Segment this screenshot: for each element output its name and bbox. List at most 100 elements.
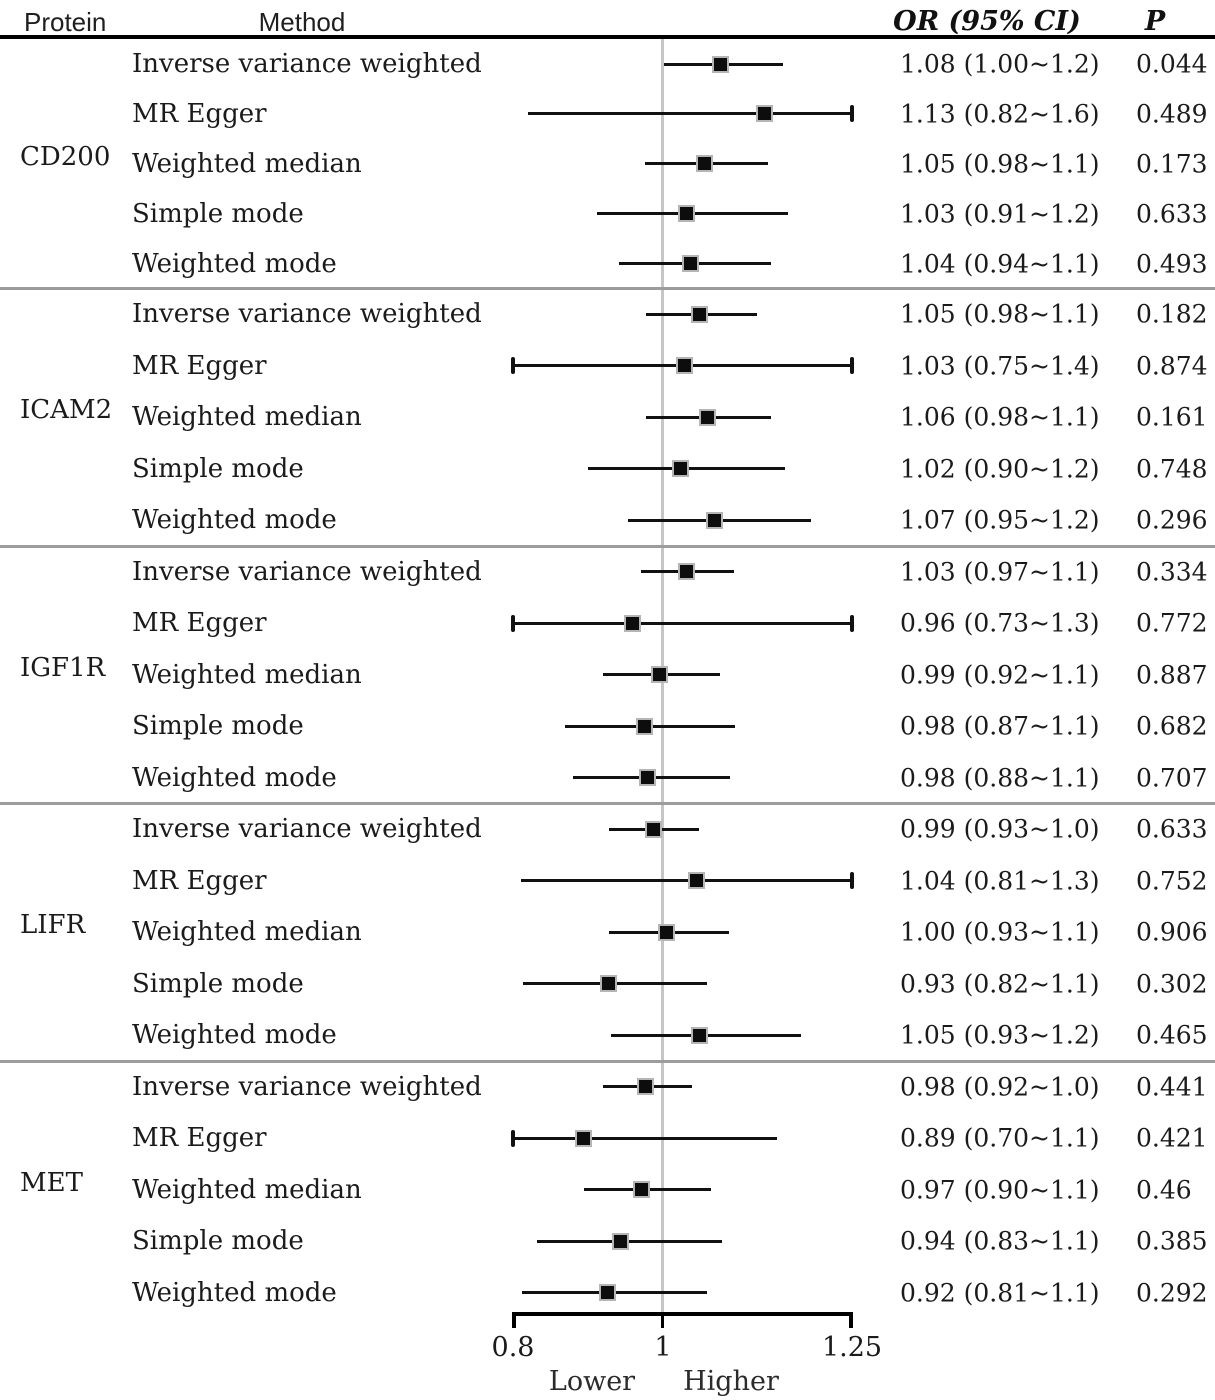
protein-label: MET [20,1167,83,1198]
x-axis-tick-label-max: 1.25 [821,1332,883,1363]
x-axis-center-tick [661,1312,664,1328]
p-value: 0.752 [1136,866,1208,896]
method-label: Weighted mode [132,505,337,536]
p-value: 0.441 [1136,1072,1208,1102]
p-value: 0.296 [1136,505,1208,535]
method-label: Simple mode [132,1226,304,1257]
method-label: Inverse variance weighted [132,1071,482,1102]
or-ci-value: 1.03 (0.91~1.2) [900,199,1100,229]
p-value: 0.292 [1136,1278,1208,1308]
method-label: Weighted median [132,1174,362,1205]
method-label: Weighted mode [132,762,337,793]
or-point-marker [695,155,713,173]
or-point-marker [638,769,656,787]
x-axis-line [512,1312,853,1316]
or-ci-value: 1.08 (1.00~1.2) [900,49,1100,79]
ci-interval-line [528,112,852,116]
or-point-marker [636,717,654,735]
or-ci-value: 1.05 (0.98~1.1) [900,149,1100,179]
p-value: 0.707 [1136,763,1208,793]
method-label: Simple mode [132,711,304,742]
method-label: Simple mode [132,453,304,484]
method-label: Weighted mode [132,1277,337,1308]
ci-clipped-right-cap [850,357,854,375]
x-axis-right-tick [849,1312,853,1328]
or-point-marker [681,255,699,272]
or-point-marker [698,408,716,426]
method-label: MR Egger [132,608,267,639]
method-label: Simple mode [132,198,304,229]
p-value: 0.465 [1136,1020,1208,1050]
or-ci-value: 0.89 (0.70~1.1) [900,1123,1100,1153]
protein-label: LIFR [20,910,86,941]
section-divider [0,1059,1215,1063]
x-axis-tick-label-min: 0.8 [491,1332,535,1363]
method-label: Weighted median [132,148,362,179]
section-divider [0,287,1215,290]
protein-label: IGF1R [20,652,106,683]
column-header-p: P [1144,6,1166,37]
method-label: Inverse variance weighted [132,49,482,79]
column-header-or-ci: OR (95% CI) [893,6,1081,37]
ci-interval-line [537,1239,722,1243]
p-value: 0.46 [1136,1175,1192,1205]
p-value: 0.874 [1136,351,1208,381]
or-point-marker [599,1284,617,1302]
p-value: 0.906 [1136,917,1208,947]
or-ci-value: 1.05 (0.93~1.2) [900,1020,1100,1050]
or-ci-value: 1.00 (0.93~1.1) [900,917,1100,947]
ci-clipped-left-cap [511,614,515,632]
or-point-marker [690,1026,708,1044]
or-point-marker [677,205,695,223]
ci-clipped-left-cap [511,357,515,375]
p-value: 0.772 [1136,608,1208,638]
method-label: Inverse variance weighted [132,556,482,587]
x-axis-tick-label-center: 1 [654,1332,672,1363]
header-rule [0,35,1215,39]
or-point-marker [675,357,693,375]
or-point-marker [633,1181,651,1199]
protein-label: ICAM2 [20,395,113,426]
or-point-marker [756,105,774,123]
ci-clipped-right-cap [850,105,854,123]
or-point-marker [644,820,662,838]
p-value: 0.633 [1136,814,1208,844]
or-ci-value: 0.92 (0.81~1.1) [900,1278,1100,1308]
p-value: 0.173 [1136,149,1208,179]
or-ci-value: 0.99 (0.93~1.0) [900,814,1100,844]
or-ci-value: 1.04 (0.94~1.1) [900,249,1100,278]
p-value: 0.633 [1136,199,1208,229]
method-label: Simple mode [132,968,304,999]
or-point-marker [575,1129,593,1147]
method-label: Weighted median [132,659,362,690]
method-label: Weighted median [132,402,362,433]
or-ci-value: 0.93 (0.82~1.1) [900,969,1100,999]
protein-label: CD200 [20,141,111,172]
ci-interval-line [513,621,852,625]
or-ci-value: 1.04 (0.81~1.3) [900,866,1100,896]
direction-label-higher: Higher [683,1366,779,1397]
method-label: MR Egger [132,350,267,381]
ci-interval-line [520,879,852,883]
or-point-marker [677,563,695,581]
or-point-marker [705,511,723,529]
or-ci-value: 1.03 (0.97~1.1) [900,557,1100,587]
method-label: MR Egger [132,98,267,129]
ci-clipped-left-cap [511,1129,515,1147]
method-label: Weighted mode [132,1020,337,1051]
method-label: MR Egger [132,1123,267,1154]
p-value: 0.489 [1136,99,1208,129]
or-ci-value: 0.98 (0.92~1.0) [900,1072,1100,1102]
method-label: MR Egger [132,865,267,896]
p-value: 0.682 [1136,711,1208,741]
p-value: 0.302 [1136,969,1208,999]
or-point-marker [711,55,729,73]
ci-clipped-right-cap [850,872,854,890]
ci-interval-line [513,1136,777,1140]
or-point-marker [671,460,689,478]
p-value: 0.421 [1136,1123,1208,1153]
or-point-marker [658,923,676,941]
or-point-marker [687,872,705,890]
column-header-method: Method [258,7,346,37]
